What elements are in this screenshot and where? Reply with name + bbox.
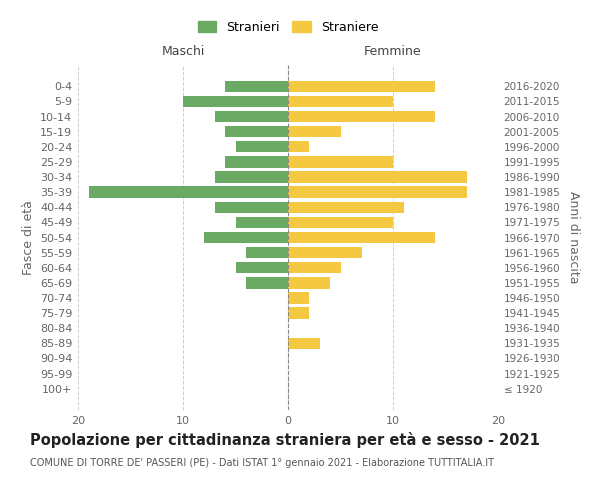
Bar: [288, 186, 467, 198]
Bar: [288, 202, 404, 213]
Bar: [246, 247, 288, 258]
Bar: [215, 111, 288, 122]
Bar: [288, 141, 309, 152]
Y-axis label: Fasce di età: Fasce di età: [22, 200, 35, 275]
Bar: [246, 277, 288, 288]
Legend: Stranieri, Straniere: Stranieri, Straniere: [193, 16, 383, 39]
Bar: [288, 262, 341, 274]
Text: Femmine: Femmine: [364, 45, 422, 58]
Text: Maschi: Maschi: [161, 45, 205, 58]
Bar: [235, 141, 288, 152]
Bar: [225, 156, 288, 168]
Bar: [183, 96, 288, 107]
Bar: [288, 232, 435, 243]
Bar: [288, 247, 361, 258]
Bar: [235, 216, 288, 228]
Bar: [288, 80, 435, 92]
Bar: [288, 338, 320, 349]
Bar: [288, 277, 330, 288]
Text: COMUNE DI TORRE DE' PASSERI (PE) - Dati ISTAT 1° gennaio 2021 - Elaborazione TUT: COMUNE DI TORRE DE' PASSERI (PE) - Dati …: [30, 458, 494, 468]
Bar: [225, 80, 288, 92]
Bar: [215, 172, 288, 182]
Y-axis label: Anni di nascita: Anni di nascita: [567, 191, 580, 284]
Text: Popolazione per cittadinanza straniera per età e sesso - 2021: Popolazione per cittadinanza straniera p…: [30, 432, 540, 448]
Bar: [235, 262, 288, 274]
Bar: [288, 308, 309, 318]
Bar: [288, 156, 393, 168]
Bar: [89, 186, 288, 198]
Bar: [288, 96, 393, 107]
Bar: [204, 232, 288, 243]
Bar: [288, 172, 467, 182]
Bar: [288, 292, 309, 304]
Bar: [288, 126, 341, 138]
Bar: [288, 111, 435, 122]
Bar: [288, 216, 393, 228]
Bar: [225, 126, 288, 138]
Bar: [215, 202, 288, 213]
